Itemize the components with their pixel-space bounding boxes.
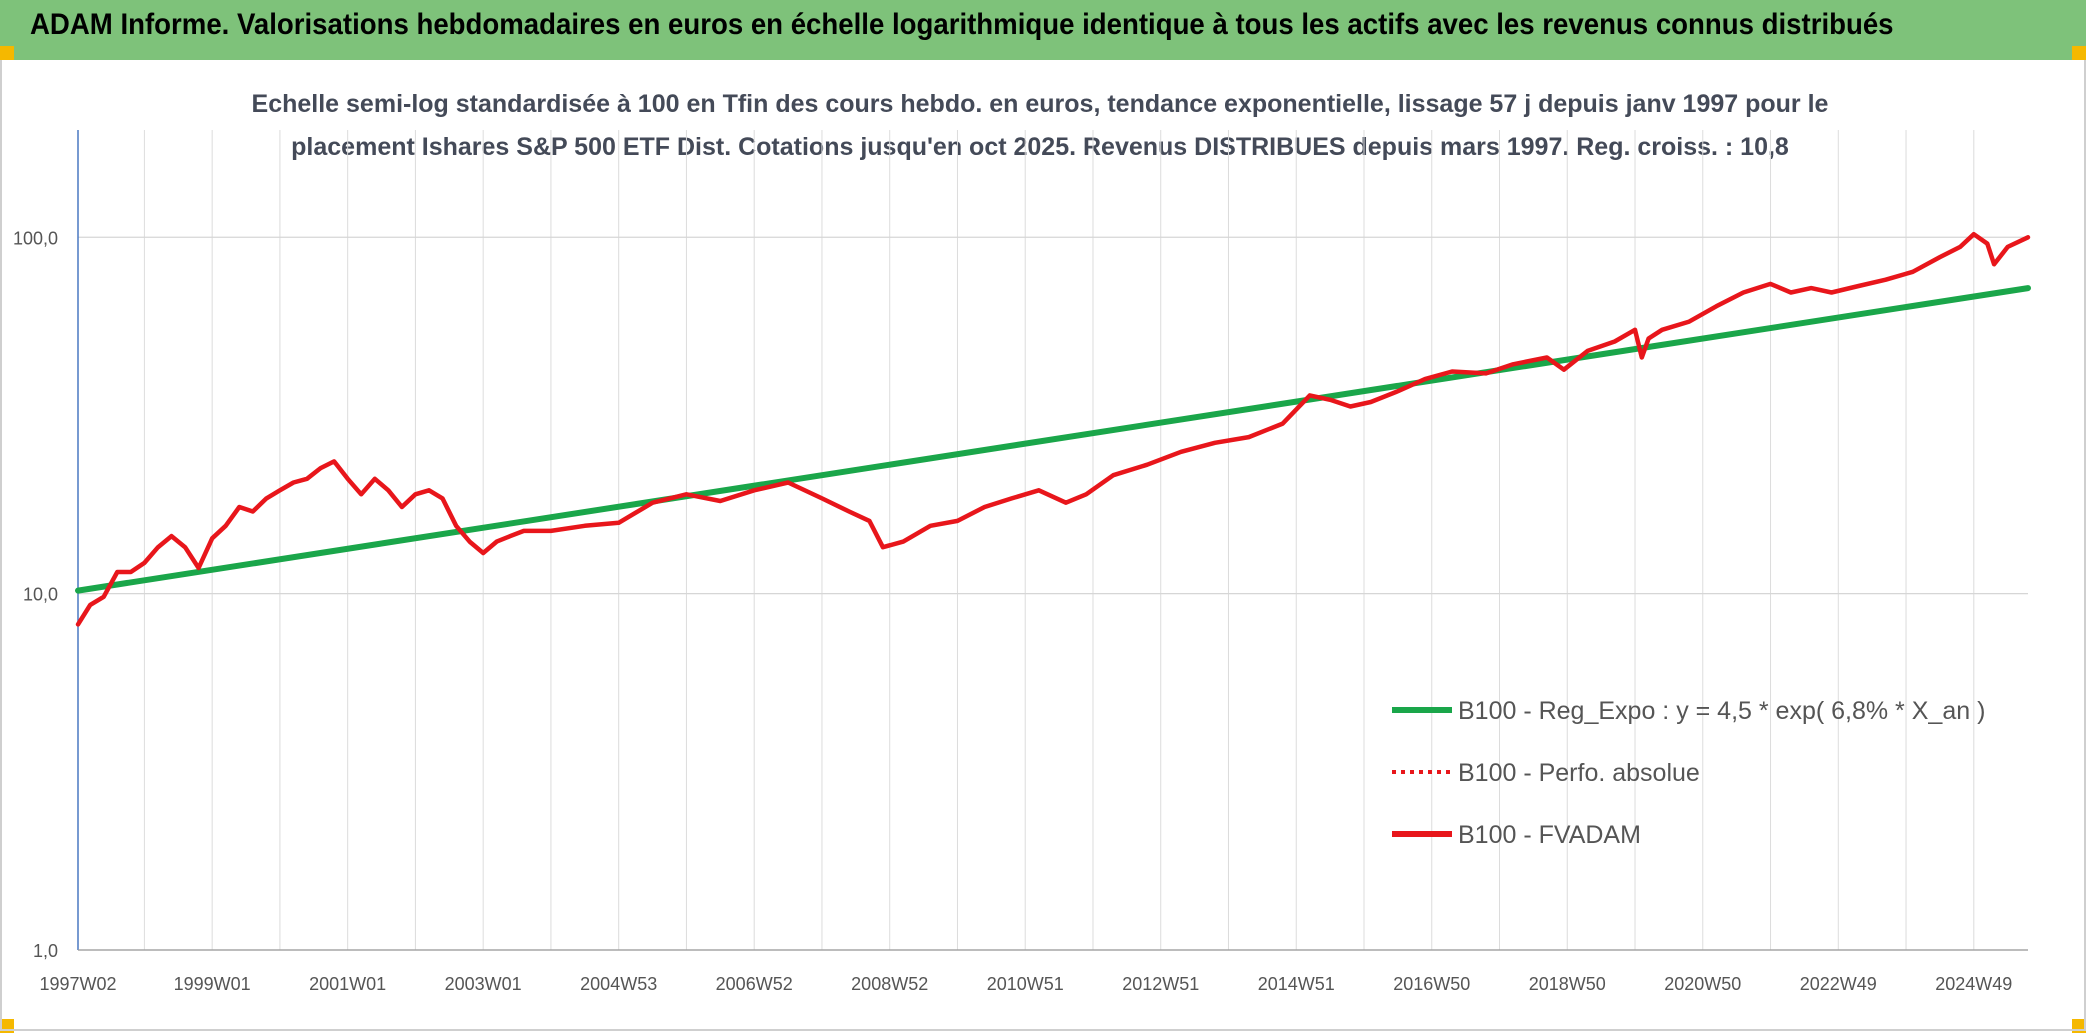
x-tick-label: 1999W01	[174, 974, 251, 994]
regression-line	[75, 285, 2031, 594]
page-title: ADAM Informe. Valorisations hebdomadaire…	[30, 8, 1894, 41]
x-tick-label: 2020W50	[1664, 974, 1741, 994]
x-tick-label: 2001W01	[309, 974, 386, 994]
x-tick-label: 2003W01	[445, 974, 522, 994]
grid-lines	[78, 130, 2028, 951]
corner-marker	[0, 46, 14, 60]
tick-labels: 1,0 10,0 100,0 1997W02 1999W01 2001W01 2003W01…	[13, 228, 2012, 994]
x-tick-label: 2022W49	[1800, 974, 1877, 994]
legend: B100 - Reg_Expo : y = 4,5 * exp( 6,8% * …	[1392, 697, 1985, 849]
x-tick-label: 2006W52	[716, 974, 793, 994]
x-tick-label: 2010W51	[987, 974, 1064, 994]
x-tick-label: 2024W49	[1935, 974, 2012, 994]
legend-label: B100 - Perfo. absolue	[1458, 759, 1700, 787]
x-tick-label: 2008W52	[851, 974, 928, 994]
x-tick-label: 2016W50	[1393, 974, 1470, 994]
y-tick-label: 100,0	[13, 228, 58, 248]
x-tick-label: 2014W51	[1258, 974, 1335, 994]
chart-title-line2: placement Ishares S&P 500 ETF Dist. Cota…	[291, 133, 1789, 161]
header-banner: ADAM Informe. Valorisations hebdomadaire…	[0, 0, 2086, 60]
x-tick-label: 2012W51	[1122, 974, 1199, 994]
axes	[77, 130, 2028, 951]
legend-label: B100 - FVADAM	[1458, 821, 1641, 849]
x-tick-label: 1997W02	[39, 974, 116, 994]
chart-frame	[0, 60, 2086, 1031]
price-line	[75, 231, 2031, 627]
series-lines	[75, 231, 2031, 627]
chart-title-line1: Echelle semi-log standardisée à 100 en T…	[251, 90, 1829, 118]
legend-label: B100 - Reg_Expo : y = 4,5 * exp( 6,8% * …	[1458, 697, 1985, 725]
y-tick-label: 10,0	[23, 585, 58, 605]
x-tick-label: 2004W53	[580, 974, 657, 994]
corner-marker	[2072, 46, 2086, 60]
x-tick-label: 2018W50	[1529, 974, 1606, 994]
y-tick-label: 1,0	[33, 941, 58, 961]
